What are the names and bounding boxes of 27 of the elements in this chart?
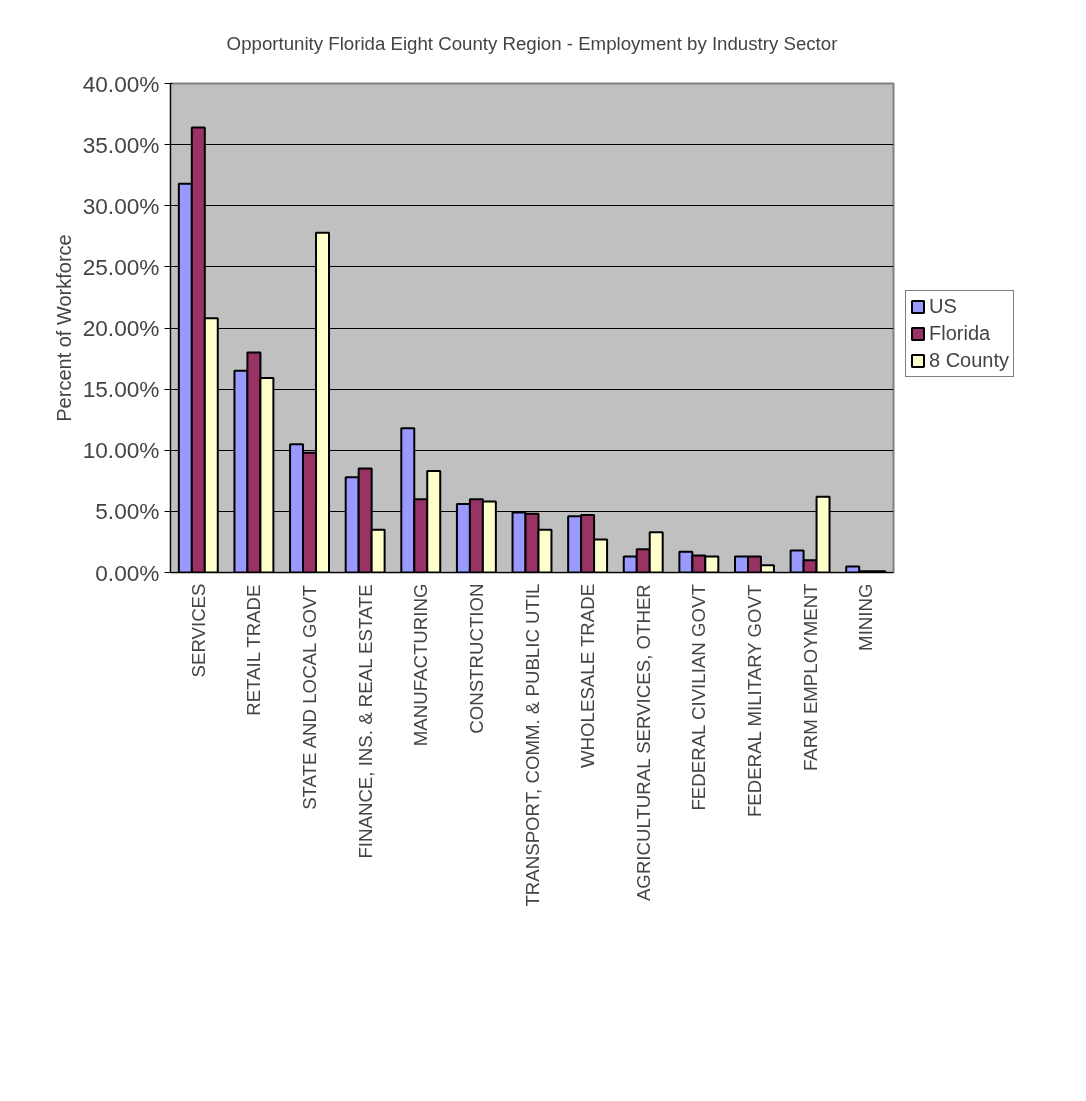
x-tick-label: FINANCE, INS. & REAL ESTATE — [354, 584, 376, 859]
x-tick-label: MANUFACTURING — [410, 583, 432, 747]
x-tick-label: TRANSPORT, COMM. & PUBLIC UTIL — [521, 583, 543, 907]
y-tick-label: 0.00% — [95, 559, 160, 586]
y-tick-label: 40.00% — [82, 70, 160, 97]
x-tick-label: FEDERAL CIVILIAN GOVT — [688, 584, 710, 811]
y-tick-label: 25.00% — [82, 253, 160, 280]
x-tick-label: RETAIL TRADE — [243, 584, 265, 716]
y-tick-label: 20.00% — [82, 315, 160, 341]
chart-title: Opportunity Florida Eight County Region - Employment by Industry Sector — [226, 32, 838, 54]
y-axis-title: Percent of Workforce — [52, 234, 75, 422]
legend-label: Florida — [929, 322, 991, 345]
y-tick-label: 5.00% — [95, 498, 160, 525]
y-tick-label: 15.00% — [82, 376, 160, 403]
x-tick-label: WHOLESALE TRADE — [577, 583, 599, 769]
y-tick-label: 35.00% — [82, 131, 160, 158]
x-tick-label: SERVICES — [187, 583, 209, 678]
x-tick-label: STATE AND LOCAL GOVT — [299, 585, 321, 810]
x-tick-label: MINING — [855, 583, 877, 651]
x-tick-label: FARM EMPLOYMENT — [799, 583, 821, 772]
x-tick-label: CONSTRUCTION — [465, 583, 487, 734]
legend-label: US — [929, 295, 957, 318]
legend-label: 8 County — [929, 349, 1010, 372]
x-tick-label: AGRICULTURAL SERVICES, OTHER — [632, 584, 654, 902]
x-tick-label: FEDERAL MILITARY GOVT — [743, 584, 765, 818]
y-tick-label: 30.00% — [82, 192, 160, 219]
y-tick-label: 10.00% — [82, 437, 160, 464]
